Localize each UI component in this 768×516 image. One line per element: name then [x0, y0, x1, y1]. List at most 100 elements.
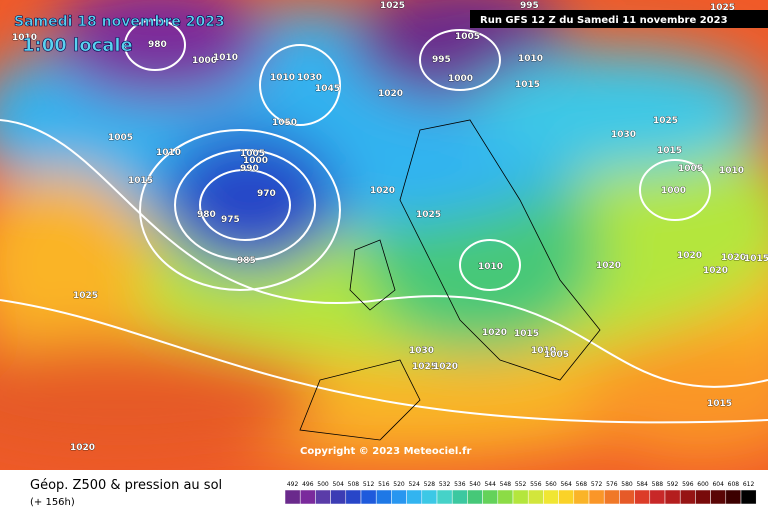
run-info: Run GFS 12 Z du Samedi 11 novembre 2023 [480, 15, 728, 26]
scale-cell [725, 489, 742, 505]
isobar-label: 1015 [657, 146, 682, 156]
scale-label: 584 [636, 481, 648, 488]
isobar-label: 1020 [596, 261, 621, 271]
isobar-label: 1010 [518, 54, 543, 64]
isobar-label: 980 [148, 40, 167, 50]
isobar-label: 975 [221, 215, 240, 225]
scale-label: 540 [469, 481, 481, 488]
isobar-label: 980 [197, 210, 216, 220]
isobar-label: 1025 [73, 291, 98, 301]
scale-label: 548 [500, 481, 512, 488]
isobar-label: 1030 [297, 73, 322, 83]
scale-cell [558, 489, 575, 505]
scale-label: 500 [317, 481, 329, 488]
isobar-label: 1045 [315, 84, 340, 94]
scale-cell [619, 489, 635, 505]
date: Samedi 18 novembre 2023 [14, 14, 225, 30]
field [0, 0, 768, 470]
copyright: Copyright © 2023 Meteociel.fr [300, 446, 471, 457]
scale-cell [664, 489, 681, 505]
scale-label: 504 [332, 481, 344, 488]
scale-label: 580 [621, 481, 633, 488]
isobar-label: 1020 [677, 251, 702, 261]
scale-label: 592 [667, 481, 679, 488]
scale-cell [603, 489, 620, 505]
scale-cell [299, 489, 316, 505]
isobar-label: 1005 [544, 350, 569, 360]
scale-label: 564 [560, 481, 572, 488]
isobar-label: 1025 [653, 116, 678, 126]
isobar-label: 1030 [611, 130, 636, 140]
scale-cell [391, 489, 407, 505]
isobar-label: 1015 [128, 176, 153, 186]
color-scale: 492 496 500 504 508 512 516 520 524 528 532 536 540 5… [284, 481, 757, 505]
scale-label: 608 [728, 481, 740, 488]
isobar-label: 970 [257, 189, 276, 199]
isobar-label: 1020 [378, 89, 403, 99]
scale-label: 544 [484, 481, 496, 488]
scale-cell [543, 489, 559, 505]
isobar-label: 1020 [482, 328, 507, 338]
isobar-label: 1010 [478, 262, 503, 272]
isobar-label: 1010 [213, 53, 238, 63]
scale-cell [634, 489, 651, 505]
scale-label: 516 [378, 481, 390, 488]
isobar-label: 995 [520, 1, 539, 11]
scale-cell [375, 489, 392, 505]
scale-label: 612 [743, 481, 755, 488]
isobar-label: 1010 [12, 33, 37, 43]
isobar-label: 1020 [433, 362, 458, 372]
isobar-label: 1020 [370, 186, 395, 196]
scale-cell [679, 489, 696, 505]
isobar-label: 1000 [448, 74, 473, 84]
scale-label: 520 [393, 481, 405, 488]
scale-cell [573, 489, 590, 505]
isobar-label: 1010 [156, 148, 181, 158]
scale-cell [330, 489, 347, 505]
scale-cell [436, 489, 453, 505]
scale-cell [588, 489, 605, 505]
scale-cell [406, 489, 423, 505]
scale-cell [710, 489, 727, 505]
isobar-label: 1005 [455, 32, 480, 42]
isobar-label: 1025 [412, 362, 437, 372]
isobar-label: 990 [240, 164, 259, 174]
scale-label: 512 [363, 481, 375, 488]
isobar-label: 1025 [380, 1, 405, 11]
isobar-label: 1015 [514, 329, 539, 339]
isobar-label: 1000 [192, 56, 217, 66]
lead-time: (+ 156h) [30, 497, 75, 508]
scale-label: 524 [408, 481, 420, 488]
isobar-label: 1020 [721, 253, 746, 263]
isobar-label: 1010 [719, 166, 744, 176]
isobar-label: 1005 [108, 133, 133, 143]
isobar-label: 1000 [243, 156, 268, 166]
scale-label: 576 [606, 481, 618, 488]
scale-cell [497, 489, 514, 505]
isobar-label: 1015 [515, 80, 540, 90]
scale-label: 496 [302, 481, 314, 488]
scale-cell [284, 489, 301, 505]
scale-label: 508 [348, 481, 360, 488]
isobar-label: 995 [432, 55, 451, 65]
scale-label: 552 [515, 481, 527, 488]
scale-label: 536 [454, 481, 466, 488]
isobar-label: 1000 [661, 186, 686, 196]
scale-cell [421, 489, 438, 505]
scale-cell [695, 489, 711, 505]
scale-cell [482, 489, 499, 505]
isobar-label: 1020 [70, 443, 95, 453]
time: 1:00 locale [22, 35, 133, 56]
scale-cell [451, 489, 468, 505]
isobar-label: 1015 [707, 399, 732, 409]
isobar-label: 1005 [678, 164, 703, 174]
isobar-label: 1015 [744, 254, 768, 264]
isobar-label: 1010 [531, 346, 556, 356]
isobar-label: 1010 [270, 73, 295, 83]
scale-cell [649, 489, 666, 505]
isobar-label: 1050 [272, 118, 297, 128]
scale-cell [740, 489, 757, 505]
